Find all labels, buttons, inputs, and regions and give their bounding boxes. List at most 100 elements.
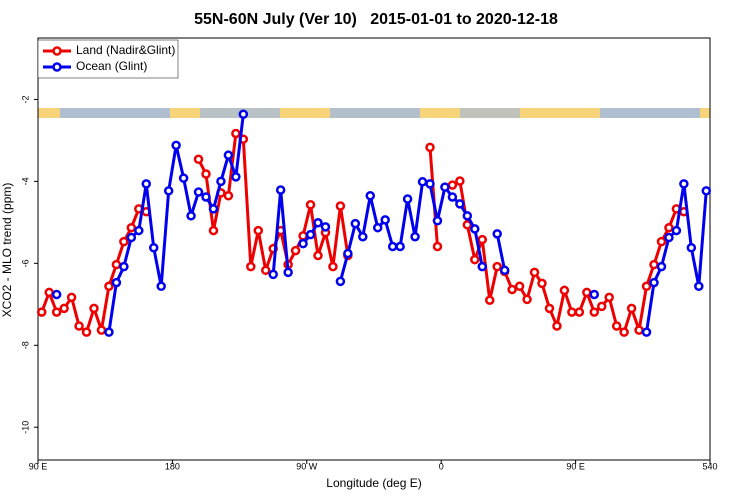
point [686, 243, 697, 253]
x-axis-label: Longitude (deg E) [326, 476, 421, 490]
point [186, 211, 196, 221]
point [51, 289, 62, 300]
point [66, 292, 77, 303]
point [671, 225, 682, 236]
point [619, 327, 629, 337]
point [649, 259, 659, 270]
point [656, 236, 667, 247]
point [350, 218, 361, 229]
x-tick-label: 0 [439, 461, 444, 471]
point [641, 281, 652, 292]
point [679, 179, 689, 189]
x-tick-label: 90 W [296, 461, 318, 471]
point [96, 325, 107, 335]
point [358, 231, 368, 242]
legend-label: Land (Nadir&Glint) [76, 43, 175, 57]
point [589, 289, 600, 300]
point [126, 232, 137, 243]
point [492, 261, 502, 272]
point [298, 238, 308, 249]
point [432, 241, 443, 252]
series-line [107, 114, 708, 333]
point [514, 281, 525, 292]
point [111, 259, 122, 270]
y-tick-label: -4 [20, 177, 30, 185]
point [51, 307, 62, 317]
point [447, 192, 458, 202]
point [253, 225, 264, 236]
point [238, 109, 249, 119]
point [283, 267, 293, 278]
legend-marker [52, 46, 62, 56]
point [208, 204, 219, 214]
point [694, 281, 704, 292]
point [380, 215, 390, 225]
point [89, 303, 99, 314]
point [395, 241, 405, 252]
point [641, 327, 652, 337]
point [589, 307, 600, 317]
point [522, 294, 532, 305]
point [425, 179, 435, 189]
point [507, 284, 517, 295]
point [626, 303, 637, 314]
legend-label: Ocean (Glint) [76, 59, 147, 73]
point [134, 225, 144, 236]
chart-title: 55N-60N July (Ver 10) 2015-01-01 to 2020… [194, 11, 558, 28]
point [365, 190, 376, 201]
point [44, 287, 54, 298]
point [74, 321, 84, 331]
point [335, 276, 346, 287]
point [455, 199, 465, 209]
point [432, 215, 443, 226]
point [701, 186, 712, 196]
point [201, 192, 211, 202]
x-tick-label: 90 E [29, 461, 48, 471]
point [470, 254, 480, 265]
point [634, 325, 644, 335]
point [477, 234, 488, 245]
point [582, 287, 592, 298]
point [216, 176, 226, 187]
point [246, 261, 256, 272]
point [611, 321, 622, 331]
point [231, 172, 241, 182]
point [440, 182, 450, 192]
point [36, 307, 47, 317]
point [574, 307, 585, 317]
point [417, 177, 428, 187]
point [156, 281, 166, 292]
point [148, 243, 159, 253]
y-tick-label: -8 [20, 341, 30, 349]
point [544, 303, 555, 314]
point [163, 186, 174, 196]
point [552, 321, 562, 331]
point [664, 222, 674, 233]
point [193, 154, 204, 165]
point [260, 265, 271, 276]
point [208, 225, 219, 236]
legend-marker [52, 62, 62, 72]
point [171, 140, 181, 151]
point [656, 261, 667, 272]
point [492, 229, 502, 239]
point [201, 169, 211, 179]
point [305, 200, 316, 210]
point [290, 245, 301, 256]
point [484, 295, 495, 305]
point [223, 190, 234, 201]
y-tick-label: -2 [20, 95, 30, 103]
point [313, 250, 323, 261]
point [178, 173, 189, 183]
point [119, 261, 129, 272]
point [447, 180, 458, 190]
point [664, 232, 674, 243]
point [223, 150, 234, 160]
point [477, 261, 488, 272]
point [372, 222, 383, 233]
point [298, 231, 308, 241]
y-tick-label: -6 [20, 259, 30, 267]
point [119, 236, 129, 247]
point [111, 277, 122, 288]
